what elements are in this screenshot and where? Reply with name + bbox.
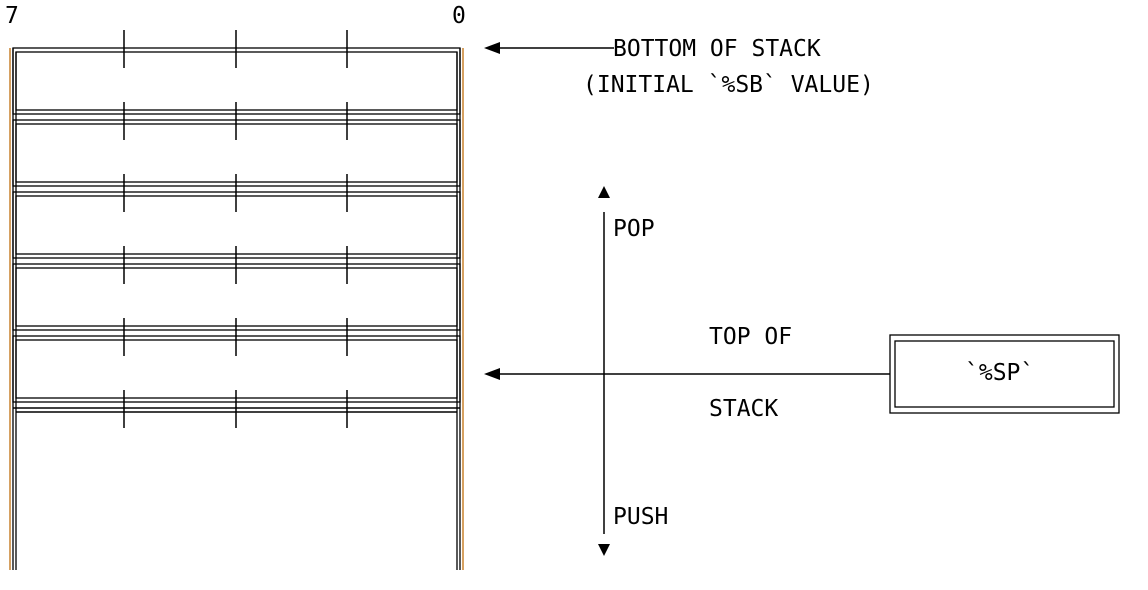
stack-pointer-box bbox=[889, 334, 1120, 414]
push-pop-arrow bbox=[598, 186, 610, 556]
pop-label: POP bbox=[613, 216, 655, 242]
stack-label: STACK bbox=[709, 396, 779, 422]
bit-0-label: 0 bbox=[452, 3, 466, 29]
bottom-of-stack-arrow bbox=[484, 42, 614, 54]
stack-pointer-label: `%SP` bbox=[965, 360, 1035, 386]
initial-sb-value-label: (INITIAL `%SB` VALUE) bbox=[583, 72, 874, 98]
bit-7-label: 7 bbox=[5, 3, 19, 29]
push-label: PUSH bbox=[613, 504, 669, 530]
top-of-label: TOP OF bbox=[709, 324, 793, 350]
bottom-of-stack-label: BOTTOM OF STACK bbox=[613, 36, 821, 62]
byte-dividers bbox=[123, 30, 348, 428]
top-of-stack-arrow bbox=[484, 368, 890, 380]
